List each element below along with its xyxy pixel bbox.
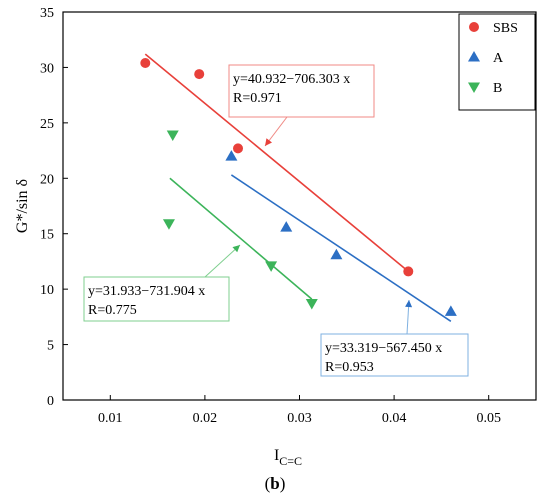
fit-lines: [144, 53, 452, 322]
y-tick-label: 20: [40, 172, 54, 187]
y-tick-label: 0: [47, 394, 54, 409]
legend-label-b: B: [493, 81, 502, 96]
point-a: [330, 248, 343, 260]
r-value-a: R=0.953: [325, 360, 374, 375]
point-a: [444, 305, 457, 316]
x-axis-label-sub: C=C: [279, 454, 302, 468]
point-sbs: [403, 266, 414, 277]
legend: SBS AB: [458, 13, 536, 111]
point-a: [280, 221, 293, 232]
x-axis-label: IC=C: [274, 447, 302, 468]
x-axis-label-main: I: [274, 447, 279, 464]
legend-label-a: A: [493, 51, 504, 66]
arrow-head-a: [405, 300, 413, 308]
point-sbs: [194, 69, 205, 80]
annotation-box-b: [83, 276, 230, 322]
legend-marker-b: [468, 82, 480, 93]
annotation-box-sbs: [228, 64, 375, 118]
r-value-sbs: R=0.971: [233, 91, 282, 106]
point-sbs: [140, 57, 151, 68]
point-sbs: [233, 143, 244, 154]
legend-items: SBS AB: [468, 21, 518, 96]
fit-line-a: [230, 174, 452, 322]
point-b: [305, 299, 318, 310]
annotation-box-a: [320, 333, 469, 377]
x-tick-label: 0.03: [287, 411, 312, 426]
y-tick-label: 10: [40, 283, 54, 298]
legend-marker-a: [468, 51, 480, 62]
y-tick-label: 15: [40, 228, 54, 243]
x-tick-label: 0.05: [476, 411, 501, 426]
arrow-line-b: [204, 244, 241, 278]
caption-letter: b: [270, 474, 279, 493]
caption-open: (: [265, 474, 271, 493]
figure-caption: (b): [265, 474, 286, 493]
legend-label-sbs: SBS: [493, 21, 518, 36]
point-a: [225, 150, 238, 161]
y-tick-label: 25: [40, 117, 54, 132]
equation-sbs: y=40.932−706.303 x: [233, 72, 350, 87]
y-axis-label: G*/sin δ: [14, 179, 31, 233]
fit-line-b: [169, 177, 313, 300]
y-tick-label: 30: [40, 61, 54, 76]
y-tick-label: 5: [47, 339, 54, 354]
legend-marker-sbs: [469, 22, 479, 32]
equation-annotations: y=40.932−706.303 x R=0.971 y=33.319−567.45…: [83, 64, 469, 377]
equation-a: y=33.319−567.450 x: [325, 341, 442, 356]
point-b: [166, 130, 179, 142]
annotation-b: y=31.933−731.904 x R=0.775: [83, 244, 241, 322]
equation-b: y=31.933−731.904 x: [88, 284, 205, 299]
arrow-head-b: [232, 245, 240, 253]
point-b: [162, 219, 175, 230]
r-value-b: R=0.775: [88, 303, 137, 318]
axis-ticks: 0.01 0.02 0.03 0.04 0.05 0 5 10 15 20 25 30 35: [40, 6, 501, 426]
annotation-a: y=33.319−567.450 x R=0.953: [320, 299, 469, 377]
data-points: [140, 57, 457, 316]
arrow-head-sbs: [265, 138, 273, 146]
x-tick-label: 0.02: [193, 411, 218, 426]
y-tick-label: 35: [40, 6, 54, 21]
annotation-sbs: y=40.932−706.303 x R=0.971: [228, 64, 375, 147]
point-b: [265, 261, 278, 272]
x-tick-label: 0.04: [382, 411, 407, 426]
caption-close: ): [280, 474, 286, 493]
fit-line-sbs: [144, 53, 409, 273]
x-tick-label: 0.01: [98, 411, 123, 426]
